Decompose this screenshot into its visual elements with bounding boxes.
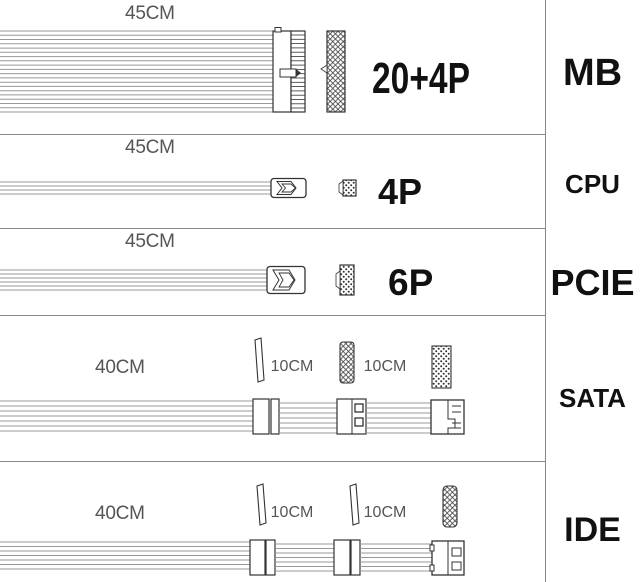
svg-text:45CM: 45CM: [125, 3, 175, 24]
svg-text:6P: 6P: [388, 262, 433, 303]
svg-text:10CM: 10CM: [364, 504, 407, 521]
svg-text:10CM: 10CM: [271, 358, 314, 375]
svg-text:45CM: 45CM: [125, 231, 175, 252]
svg-text:10CM: 10CM: [271, 504, 314, 521]
svg-text:45CM: 45CM: [125, 137, 175, 158]
svg-text:40CM: 40CM: [95, 503, 145, 524]
svg-text:4P: 4P: [378, 171, 422, 212]
svg-text:20+4P: 20+4P: [372, 54, 470, 103]
svg-text:10CM: 10CM: [364, 358, 407, 375]
svg-text:40CM: 40CM: [95, 357, 145, 378]
